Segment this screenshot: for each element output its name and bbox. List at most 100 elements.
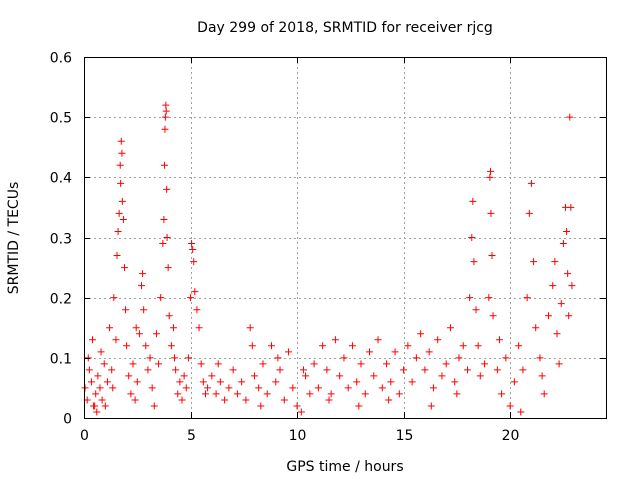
- data-point: [299, 366, 307, 374]
- y-tick-label: 0.2: [50, 292, 72, 308]
- data-point: [385, 396, 393, 404]
- data-point: [357, 360, 365, 368]
- data-point: [488, 252, 496, 260]
- data-point: [366, 348, 374, 356]
- data-point: [331, 336, 339, 344]
- data-point: [485, 294, 493, 302]
- data-point: [519, 366, 527, 374]
- data-point: [387, 378, 395, 386]
- data-point: [476, 372, 484, 380]
- data-point: [125, 372, 133, 380]
- data-point: [515, 342, 523, 350]
- chart-title: Day 299 of 2018, SRMTID for receiver rjc…: [197, 20, 493, 36]
- data-point: [551, 258, 559, 266]
- data-point: [451, 378, 459, 386]
- x-tick-label: 5: [187, 428, 196, 444]
- data-point: [293, 402, 301, 410]
- data-point: [442, 360, 450, 368]
- data-point: [412, 354, 420, 362]
- data-point: [94, 372, 102, 380]
- data-point: [272, 378, 280, 386]
- data-point: [510, 378, 518, 386]
- data-point: [191, 288, 199, 296]
- data-point: [468, 234, 476, 241]
- data-point: [116, 161, 124, 169]
- data-point: [446, 324, 454, 332]
- data-point: [248, 342, 256, 350]
- data-point: [370, 372, 378, 380]
- data-point: [487, 167, 495, 175]
- data-point: [568, 282, 576, 290]
- x-axis-label: GPS time / hours: [286, 459, 403, 475]
- data-point: [195, 324, 203, 332]
- data-point: [565, 312, 573, 320]
- data-point: [142, 342, 150, 350]
- data-point: [355, 402, 363, 410]
- data-point: [255, 384, 263, 392]
- data-point: [434, 336, 442, 344]
- data-point: [144, 366, 152, 374]
- data-point: [263, 390, 271, 398]
- data-point: [238, 378, 246, 386]
- data-point: [567, 203, 575, 211]
- data-point: [167, 342, 175, 350]
- data-point: [459, 342, 467, 350]
- data-point: [199, 378, 207, 386]
- data-point: [553, 330, 561, 338]
- data-point: [138, 282, 146, 290]
- data-point: [197, 360, 205, 368]
- data-point: [133, 378, 141, 386]
- data-point: [429, 384, 437, 392]
- data-points: [81, 101, 576, 416]
- data-point: [109, 384, 117, 392]
- data-point: [157, 294, 165, 302]
- data-point: [176, 378, 184, 386]
- data-point: [139, 270, 147, 278]
- data-point: [214, 360, 222, 368]
- data-point: [188, 240, 196, 248]
- data-point: [97, 348, 105, 356]
- x-tick-label: 0: [80, 428, 89, 444]
- data-point: [391, 348, 399, 356]
- data-point: [155, 360, 163, 368]
- data-point: [517, 408, 525, 416]
- x-tick-label: 15: [396, 428, 414, 444]
- data-point: [106, 324, 114, 332]
- data-point: [563, 227, 571, 235]
- data-point: [267, 342, 275, 350]
- data-point: [118, 149, 126, 157]
- data-point: [549, 282, 557, 290]
- data-point: [161, 125, 169, 133]
- data-point: [84, 354, 92, 362]
- data-point: [162, 101, 170, 109]
- data-point: [100, 360, 108, 368]
- x-tick-label: 10: [289, 428, 307, 444]
- data-point: [319, 342, 327, 350]
- grid-lines: [84, 57, 606, 418]
- data-point: [404, 342, 412, 350]
- data-point: [225, 384, 233, 392]
- data-point: [523, 294, 531, 302]
- data-point: [474, 342, 482, 350]
- data-point: [159, 240, 167, 248]
- data-point: [395, 390, 403, 398]
- data-point: [374, 336, 382, 344]
- data-point: [87, 378, 95, 386]
- data-point: [246, 324, 254, 332]
- data-point: [525, 209, 533, 217]
- data-point: [114, 227, 122, 235]
- data-point: [152, 330, 160, 338]
- data-point: [348, 342, 356, 350]
- data-point: [257, 402, 265, 410]
- data-point: [131, 396, 139, 404]
- data-point: [189, 246, 197, 254]
- data-point: [325, 396, 333, 404]
- data-point: [453, 390, 461, 398]
- data-point: [487, 209, 495, 217]
- data-point: [172, 366, 180, 374]
- data-point: [566, 113, 574, 121]
- x-tick-label: 20: [502, 428, 520, 444]
- data-point: [327, 390, 335, 398]
- data-point: [117, 179, 125, 187]
- data-point: [489, 312, 497, 320]
